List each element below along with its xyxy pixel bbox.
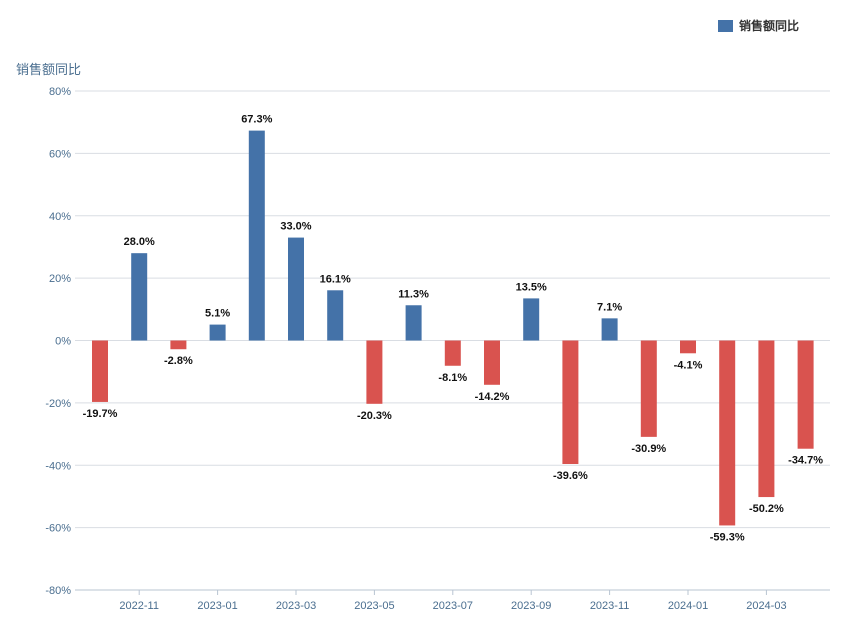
bar (797, 340, 814, 449)
legend: 销售额同比 (718, 17, 799, 34)
data-label: -50.2% (749, 503, 784, 515)
data-label: 33.0% (280, 221, 311, 233)
data-label: -2.8% (164, 355, 193, 367)
data-label: 16.1% (320, 273, 351, 285)
data-label: 13.5% (516, 281, 547, 293)
data-label: -19.7% (83, 408, 118, 420)
x-tick-label: 2022-11 (119, 600, 159, 612)
y-tick-label: 40% (49, 211, 71, 223)
y-tick-label: -20% (45, 398, 71, 410)
data-label: -30.9% (631, 443, 666, 455)
data-label: 11.3% (398, 288, 429, 300)
bar (680, 340, 696, 354)
bar (444, 340, 461, 366)
data-label: 28.0% (124, 236, 155, 248)
x-tick-label: 2023-05 (354, 600, 394, 612)
bar (562, 340, 579, 465)
data-label: 7.1% (597, 301, 622, 313)
y-tick-label: -60% (45, 523, 71, 535)
y-tick-label: 20% (49, 273, 71, 285)
data-label: 5.1% (205, 308, 230, 320)
x-tick-label: 2023-09 (511, 600, 551, 612)
data-label: -20.3% (357, 410, 392, 422)
x-tick-label: 2024-01 (668, 600, 708, 612)
bar (248, 130, 265, 341)
y-tick-label: -80% (45, 585, 71, 597)
x-tick-label: 2023-01 (197, 600, 237, 612)
y-tick-label: 60% (49, 148, 71, 160)
bar (327, 290, 344, 341)
legend-swatch (718, 19, 733, 32)
bar (366, 340, 383, 404)
data-label: -59.3% (710, 531, 745, 543)
bar (288, 237, 304, 341)
data-label: -39.6% (553, 470, 588, 482)
legend-label: 销售额同比 (739, 19, 800, 33)
y-tick-label: 0% (55, 336, 71, 348)
data-label: -4.1% (674, 359, 703, 371)
y-axis-label: 销售额同比 (16, 63, 82, 78)
x-tick-label: 2023-11 (590, 600, 630, 612)
bar (170, 340, 187, 350)
x-tick-label: 2024-03 (746, 600, 786, 612)
bar (131, 253, 148, 341)
bar (523, 298, 540, 341)
data-label: -34.7% (788, 455, 823, 467)
bar (92, 340, 108, 402)
bar (601, 318, 618, 341)
bar (640, 340, 657, 437)
y-tick-label: 80% (49, 86, 71, 98)
data-label: -14.2% (475, 391, 510, 403)
data-label: 67.3% (241, 114, 272, 126)
bar (719, 340, 736, 526)
bar (484, 340, 500, 385)
x-tick-label: 2023-03 (276, 600, 316, 612)
bar (209, 324, 226, 341)
y-tick-label: -40% (45, 460, 71, 472)
bar (758, 340, 775, 498)
bar (405, 305, 422, 341)
x-tick-label: 2023-07 (433, 600, 473, 612)
data-label: -8.1% (438, 372, 467, 384)
